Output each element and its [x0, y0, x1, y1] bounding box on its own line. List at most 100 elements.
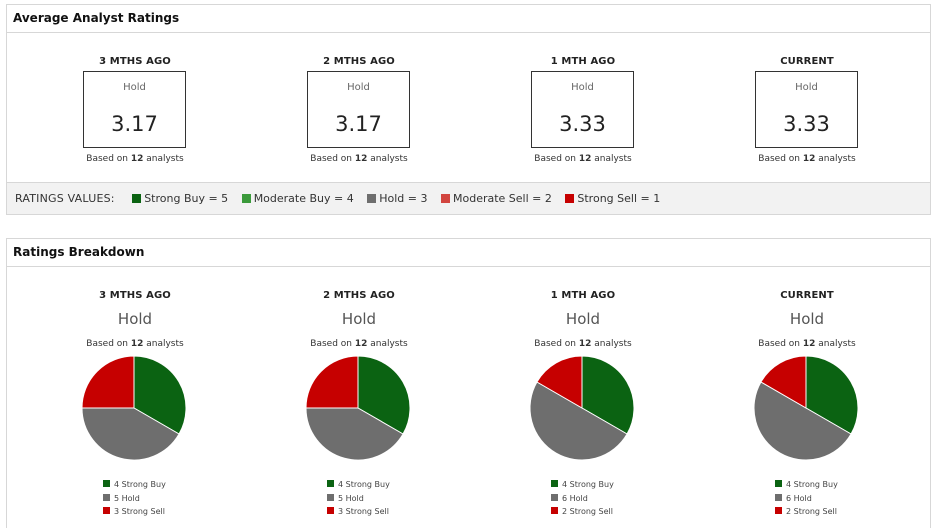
analyst-count: 12	[130, 339, 144, 349]
legend-item-strong-buy: 4 Strong Buy	[103, 478, 166, 492]
pie-slice-strong-sell	[536, 355, 583, 409]
analyst-count: 12	[578, 339, 592, 349]
column-label: 2 MTHS AGO	[323, 290, 395, 301]
moderate-sell-value-label: Moderate Sell = 2	[453, 192, 552, 205]
rating-value: 3.17	[335, 112, 382, 136]
rating-value: 3.33	[783, 112, 830, 136]
legend-item-strong-buy: 4 Strong Buy	[327, 478, 390, 492]
strong-sell-value-label: Strong Sell = 1	[577, 192, 661, 205]
moderate-sell-swatch	[441, 194, 450, 203]
legend-swatch	[551, 480, 558, 487]
legend-item-strong-sell: 2 Strong Sell	[775, 505, 838, 519]
legend-swatch	[327, 493, 334, 501]
pie-slice-hold	[529, 381, 628, 461]
rating-box: Hold 3.33	[755, 71, 858, 148]
rating-label: Hold	[123, 82, 146, 93]
avg-column-1-mth-ago: 1 MTH AGO Hold 3.33 Based on 12 analysts	[493, 56, 673, 164]
legend-item-hold: 6 Hold	[551, 492, 614, 506]
hold-swatch	[367, 194, 377, 203]
analyst-count: 12	[130, 154, 144, 164]
moderate-buy-value-label: Moderate Buy = 4	[253, 192, 354, 205]
based-on-text: Based on 12 analysts	[310, 339, 408, 349]
legend-item-hold: 6 Hold	[775, 492, 838, 506]
pie-legend: 4 Strong Buy 6 Hold 2 Strong Sell	[775, 478, 838, 519]
based-on-text: Based on 12 analysts	[86, 339, 184, 349]
based-on-text: Based on 12 analysts	[534, 339, 632, 349]
legend-swatch	[775, 493, 782, 501]
ratings-values-legend: RATINGS VALUES: Strong Buy = 5 Moderate …	[7, 182, 930, 214]
legend-item-hold: 5 Hold	[103, 492, 166, 506]
rating-label: Hold	[341, 310, 377, 328]
legend-swatch	[103, 493, 110, 501]
breakdown-column-current: CURRENT Hold Based on 12 analysts 4 Stro…	[717, 290, 897, 520]
rating-label: Hold	[117, 310, 153, 328]
average-analyst-ratings-panel: Average Analyst Ratings 3 MTHS AGO Hold …	[6, 4, 931, 215]
pie-slice-hold	[305, 407, 404, 461]
rating-label: Hold	[571, 82, 594, 93]
pie-slice-strong-sell	[305, 355, 359, 409]
hold-value-label: Hold = 3	[379, 192, 428, 205]
rating-value: 3.33	[559, 112, 606, 136]
breakdown-column-1-mth-ago: 1 MTH AGO Hold Based on 12 analysts 4 St…	[493, 290, 673, 520]
legend-swatch	[775, 507, 782, 514]
legend-item-strong-buy: 4 Strong Buy	[775, 478, 838, 492]
strong-buy-swatch	[132, 194, 142, 203]
ratings-pie-chart	[305, 355, 411, 461]
strong-sell-swatch	[565, 194, 575, 203]
column-label: 3 MTHS AGO	[99, 56, 171, 67]
based-on-text: Based on 12 analysts	[758, 154, 856, 164]
pie-slice-strong-sell	[760, 355, 807, 409]
column-label: 3 MTHS AGO	[99, 290, 171, 301]
analyst-count: 12	[578, 154, 592, 164]
legend-swatch	[551, 493, 558, 501]
column-label: CURRENT	[780, 290, 834, 301]
legend-swatch	[327, 480, 334, 487]
pie-legend: 4 Strong Buy 6 Hold 2 Strong Sell	[551, 478, 614, 519]
ratings-breakdown-panel: Ratings Breakdown 3 MTHS AGO Hold Based …	[6, 238, 931, 528]
based-on-text: Based on 12 analysts	[310, 154, 408, 164]
legend-item-hold: 5 Hold	[327, 492, 390, 506]
rating-value: 3.17	[111, 112, 158, 136]
ratings-pie-chart	[81, 355, 187, 461]
based-on-text: Based on 12 analysts	[758, 339, 856, 349]
analyst-count: 12	[802, 339, 816, 349]
column-label: CURRENT	[780, 56, 834, 67]
ratings-values-heading: RATINGS VALUES:	[15, 192, 115, 205]
pie-slice-strong-buy	[357, 355, 411, 435]
legend-swatch	[103, 480, 110, 487]
legend-item-strong-buy: 4 Strong Buy	[551, 478, 614, 492]
pie-slice-strong-buy	[581, 355, 635, 435]
rating-label: Hold	[347, 82, 370, 93]
pie-slice-strong-sell	[81, 355, 135, 409]
rating-box: Hold 3.17	[307, 71, 410, 148]
based-on-text: Based on 12 analysts	[86, 154, 184, 164]
legend-swatch	[775, 480, 782, 487]
ratings-pie-chart	[529, 355, 635, 461]
rating-label: Hold	[565, 310, 601, 328]
analyst-count: 12	[802, 154, 816, 164]
legend-swatch	[327, 507, 334, 514]
based-on-text: Based on 12 analysts	[534, 154, 632, 164]
pie-legend: 4 Strong Buy 5 Hold 3 Strong Sell	[327, 478, 390, 519]
legend-item-strong-sell: 2 Strong Sell	[551, 505, 614, 519]
legend-item-strong-sell: 3 Strong Sell	[327, 505, 390, 519]
panel-title: Ratings Breakdown	[7, 239, 930, 267]
column-label: 1 MTH AGO	[550, 56, 616, 67]
avg-column-3-mths-ago: 3 MTHS AGO Hold 3.17 Based on 12 analyst…	[45, 56, 225, 164]
analyst-count: 12	[354, 154, 368, 164]
moderate-buy-swatch	[241, 194, 251, 203]
avg-column-current: CURRENT Hold 3.33 Based on 12 analysts	[717, 56, 897, 164]
pie-legend: 4 Strong Buy 5 Hold 3 Strong Sell	[103, 478, 166, 519]
analyst-count: 12	[354, 339, 368, 349]
column-label: 1 MTH AGO	[550, 290, 616, 301]
legend-swatch	[551, 507, 558, 514]
rating-label: Hold	[789, 310, 825, 328]
pie-slice-strong-buy	[805, 355, 859, 435]
strong-buy-value-label: Strong Buy = 5	[144, 192, 229, 205]
rating-label: Hold	[795, 82, 818, 93]
rating-box: Hold 3.33	[531, 71, 634, 148]
column-label: 2 MTHS AGO	[323, 56, 395, 67]
breakdown-column-2-mths-ago: 2 MTHS AGO Hold Based on 12 analysts 4 S…	[269, 290, 449, 520]
legend-swatch	[103, 507, 110, 514]
ratings-pie-chart	[753, 355, 859, 461]
